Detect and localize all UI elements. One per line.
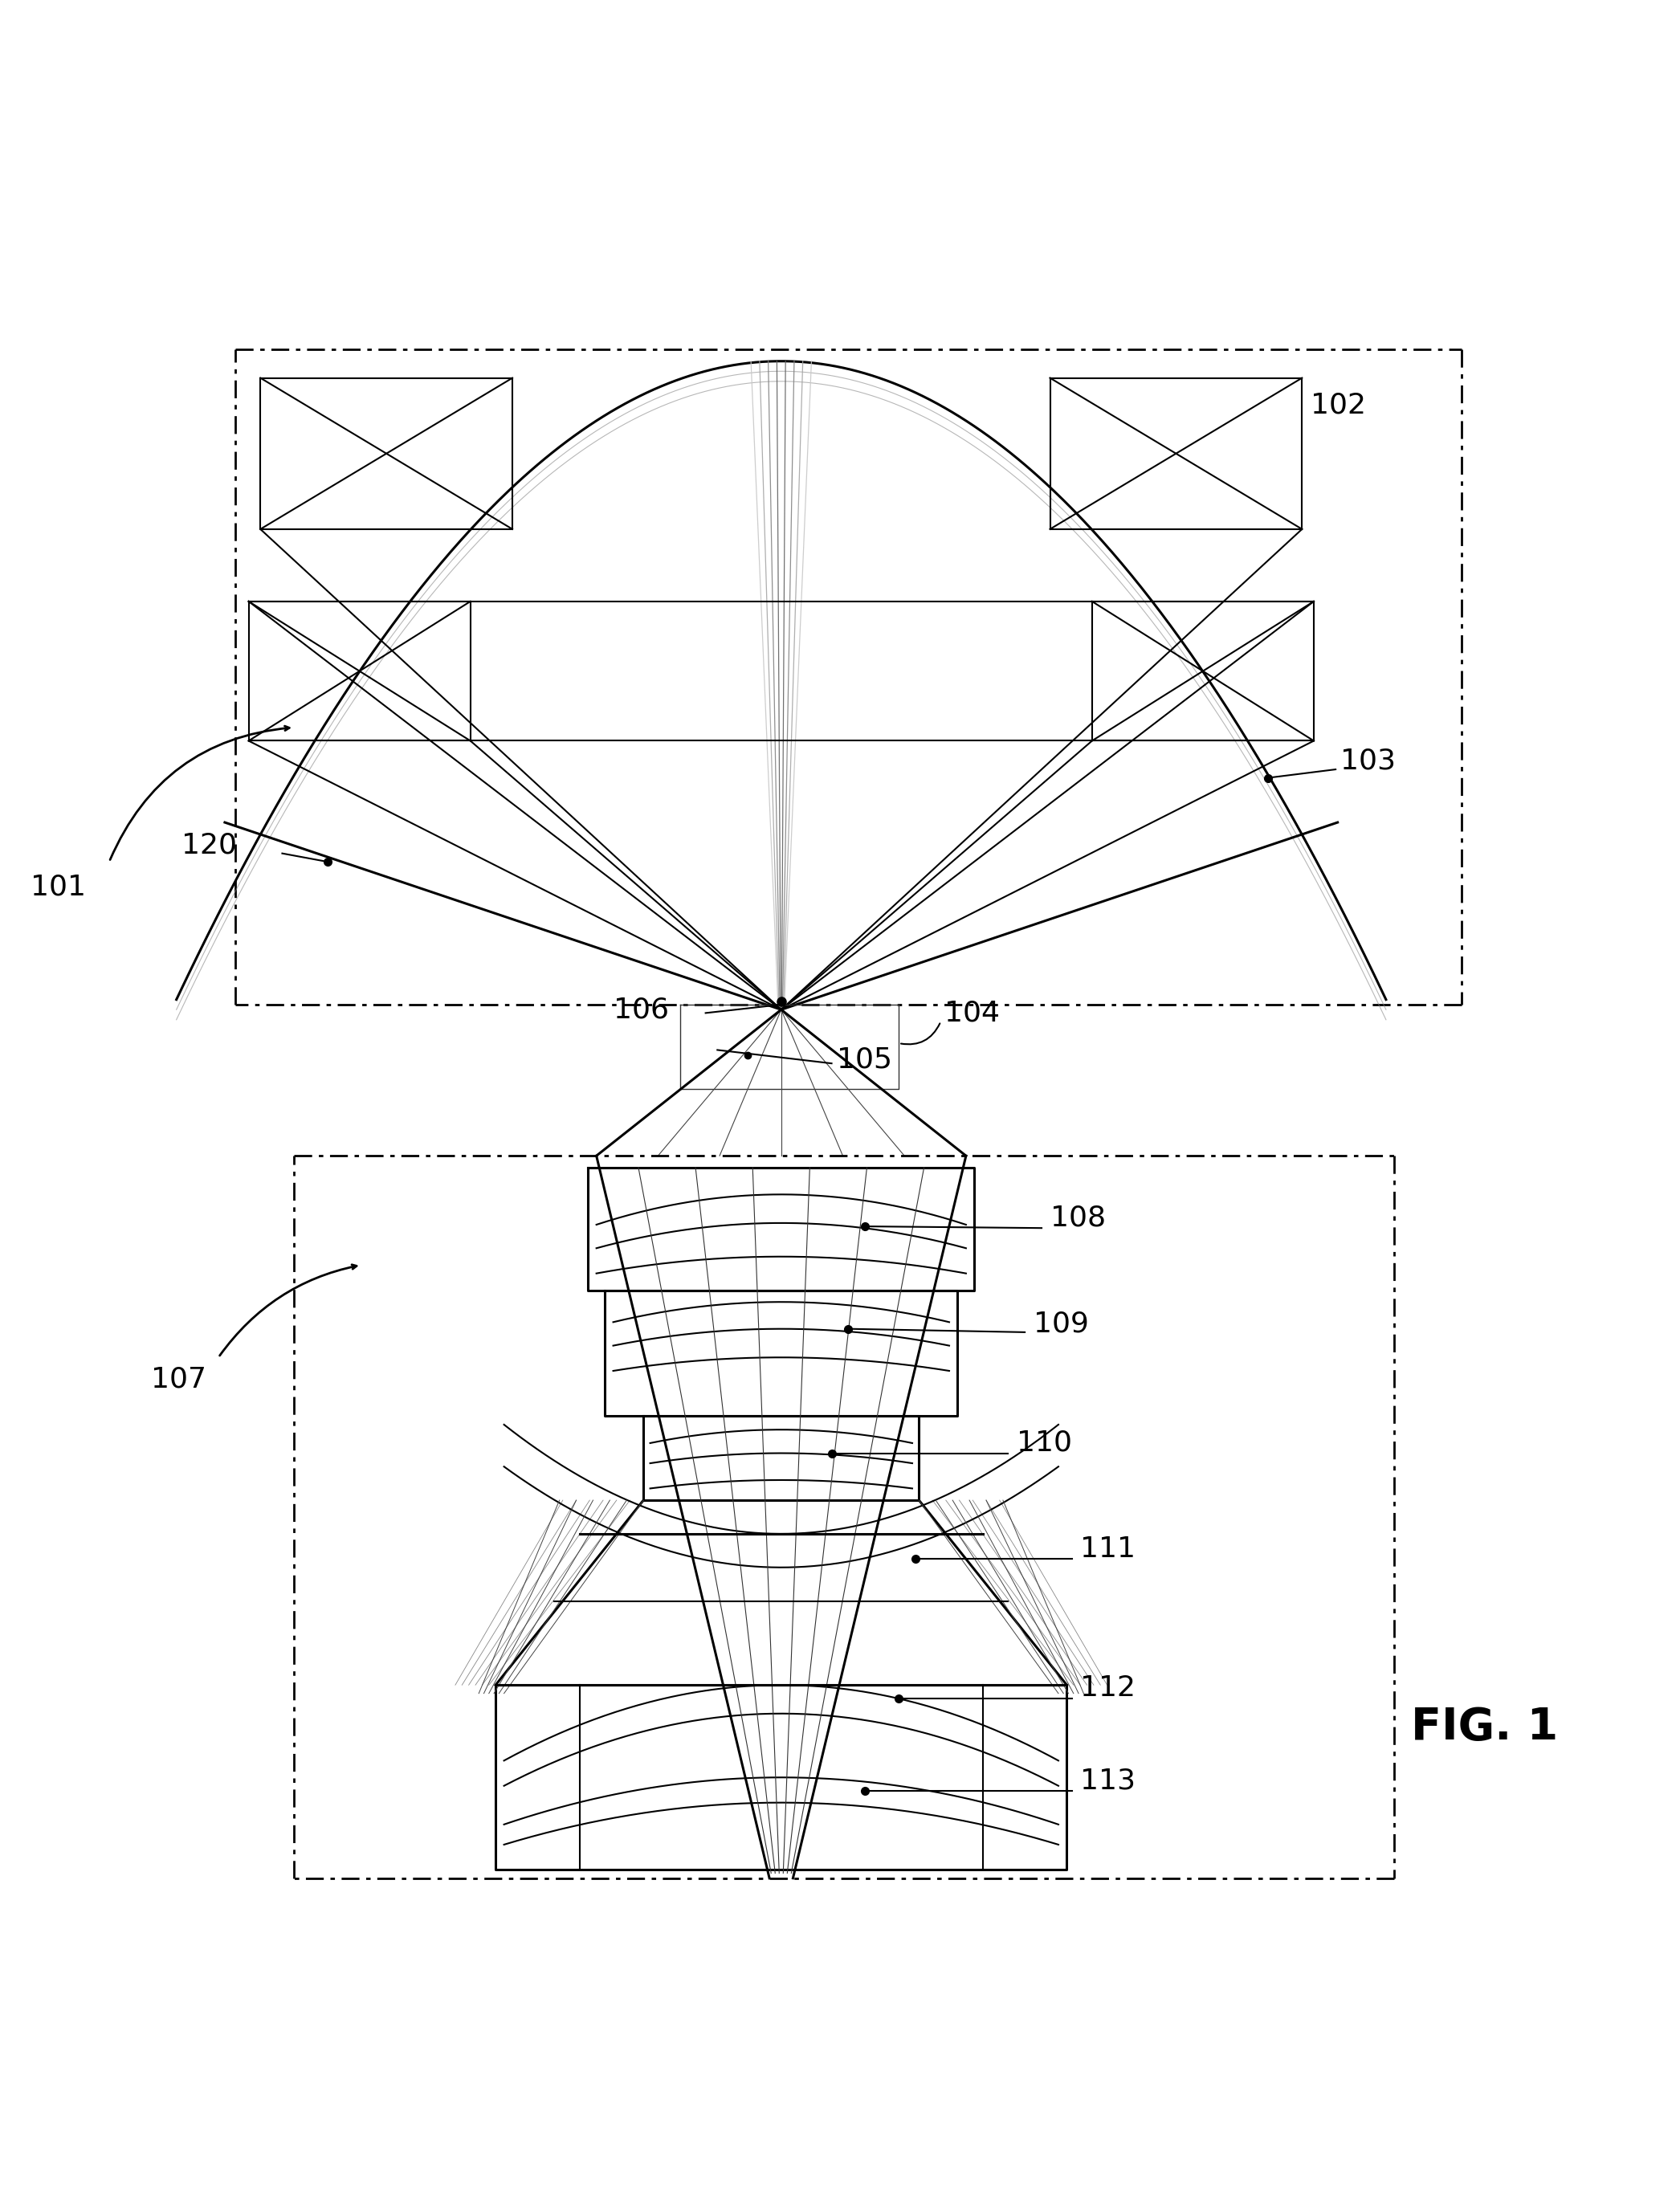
Text: 111: 111: [1080, 1536, 1136, 1562]
Text: 106: 106: [613, 996, 669, 1022]
Text: 108: 108: [1050, 1205, 1105, 1231]
Text: 102: 102: [1310, 391, 1366, 419]
Text: 103: 103: [1341, 748, 1396, 774]
Text: 120: 120: [181, 832, 237, 858]
Text: 112: 112: [1080, 1674, 1136, 1703]
Text: 110: 110: [1016, 1430, 1072, 1457]
Text: FIG. 1: FIG. 1: [1411, 1705, 1559, 1749]
Text: 101: 101: [30, 873, 86, 902]
Text: 107: 107: [151, 1365, 207, 1393]
Text: 105: 105: [837, 1047, 892, 1073]
Text: 113: 113: [1080, 1766, 1136, 1795]
Text: 104: 104: [944, 998, 1000, 1027]
Text: 109: 109: [1033, 1310, 1089, 1338]
